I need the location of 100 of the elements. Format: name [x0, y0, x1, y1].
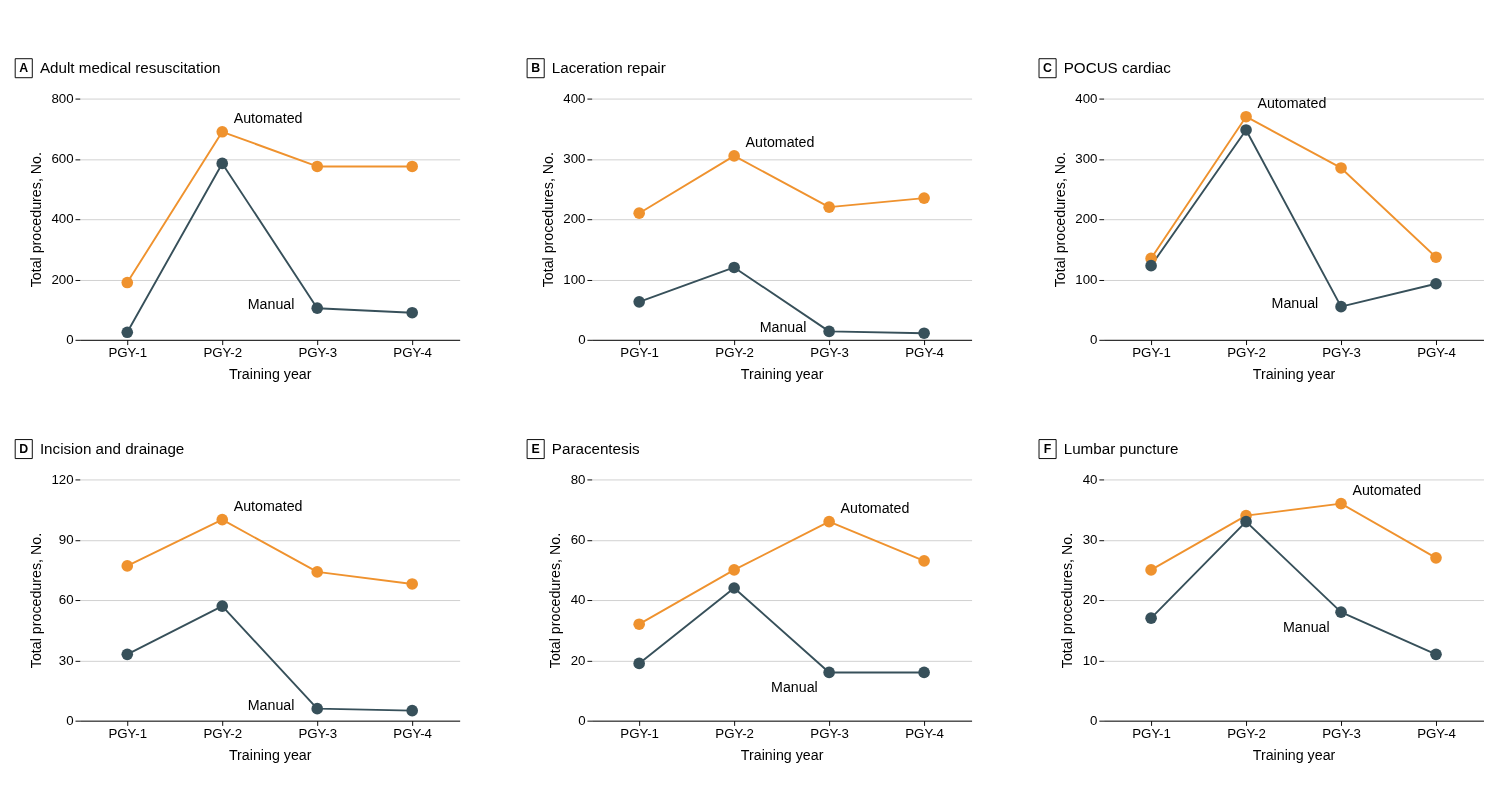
point	[1335, 497, 1347, 510]
point	[311, 702, 324, 715]
point	[918, 666, 930, 679]
series-label: Manual	[247, 296, 295, 313]
x-tick-label: PGY-3	[1322, 726, 1361, 742]
chart-title: Paracentesis	[551, 439, 640, 457]
point	[1145, 564, 1157, 576]
chart-title: POCUS cardiac	[1063, 58, 1172, 76]
x-tick-label: PGY-3	[298, 726, 338, 742]
y-tick-label: 80	[570, 471, 586, 487]
x-axis-title: Training year	[1252, 747, 1336, 764]
x-tick-label: PGY-1	[1132, 345, 1171, 361]
point	[406, 306, 419, 319]
y-tick-label: 10	[1082, 652, 1098, 668]
x-axis-title: Training year	[1252, 366, 1336, 383]
series-label: Automated	[1257, 95, 1327, 112]
point	[216, 600, 229, 612]
y-tick-label: 0	[1090, 332, 1098, 348]
series-label: Automated	[840, 500, 910, 517]
point	[823, 201, 835, 213]
point	[823, 325, 835, 338]
chart-title: Incision and drainage	[39, 439, 185, 457]
point	[1430, 648, 1442, 661]
x-tick-label: PGY-1	[108, 345, 148, 361]
series-label: Automated	[745, 134, 815, 151]
y-tick-label: 20	[570, 652, 586, 668]
y-tick-label: 400	[563, 90, 586, 106]
y-tick-label: 0	[578, 712, 586, 728]
y-tick-label: 40	[570, 592, 586, 608]
point	[216, 125, 229, 138]
series-label: Manual	[759, 319, 807, 336]
x-tick-label: PGY-1	[1132, 726, 1171, 742]
point	[633, 296, 645, 308]
point	[406, 704, 419, 717]
point	[1240, 124, 1252, 136]
series-label: Manual	[771, 679, 818, 696]
x-tick-label: PGY-3	[1322, 345, 1361, 361]
point	[1430, 251, 1442, 264]
text: B	[531, 61, 541, 76]
point	[1335, 300, 1347, 313]
x-axis-title: Training year	[228, 366, 312, 383]
y-tick-label: 60	[570, 532, 586, 548]
y-axis-title: Total procedures, No.	[1059, 532, 1076, 669]
y-axis-title: Total procedures, No.	[27, 152, 44, 288]
point	[823, 515, 835, 528]
point	[406, 160, 419, 173]
point	[121, 648, 134, 661]
x-tick-label: PGY-1	[620, 345, 659, 361]
x-tick-label: PGY-4	[393, 726, 432, 742]
x-axis-title: Training year	[740, 366, 824, 383]
y-tick-label: 0	[66, 332, 74, 348]
point	[918, 555, 930, 567]
y-tick-label: 0	[66, 712, 74, 728]
x-tick-label: PGY-2	[715, 345, 754, 361]
x-axis-title: Training year	[740, 747, 824, 764]
chart-title: Lumbar puncture	[1063, 439, 1179, 457]
point	[406, 578, 419, 590]
y-axis-title: Total procedures, No.	[547, 532, 564, 669]
x-tick-label: PGY-2	[203, 345, 243, 361]
point	[823, 666, 835, 679]
y-tick-label: 400	[1075, 90, 1098, 106]
y-tick-label: 90	[58, 532, 74, 548]
x-tick-label: PGY-2	[203, 726, 243, 742]
point	[216, 513, 229, 526]
series-label: Automated	[233, 110, 303, 127]
x-tick-label: PGY-2	[1227, 345, 1266, 361]
y-tick-label: 100	[1075, 271, 1098, 287]
x-tick-label: PGY-4	[393, 345, 432, 361]
point	[1240, 110, 1252, 123]
point	[918, 192, 930, 204]
x-tick-label: PGY-2	[1227, 726, 1266, 742]
point	[633, 618, 645, 630]
x-axis-title: Training year	[228, 747, 312, 764]
point	[728, 261, 740, 274]
y-tick-label: 300	[563, 151, 586, 167]
y-tick-label: 400	[51, 211, 74, 227]
y-tick-label: 300	[1075, 151, 1098, 167]
chart-title: Laceration repair	[551, 58, 666, 76]
point	[1240, 515, 1252, 528]
point	[1145, 612, 1157, 624]
chart-title: Adult medical resuscitation	[39, 58, 221, 76]
point	[633, 657, 645, 670]
point	[1335, 162, 1347, 174]
y-tick-label: 200	[563, 211, 586, 227]
x-tick-label: PGY-4	[1417, 345, 1456, 361]
text: A	[19, 61, 29, 76]
point	[1145, 259, 1157, 272]
point	[1335, 606, 1347, 618]
x-tick-label: PGY-4	[905, 726, 944, 742]
point	[216, 157, 229, 170]
x-tick-label: PGY-4	[1417, 726, 1456, 742]
point	[633, 207, 645, 219]
y-tick-label: 60	[58, 592, 74, 608]
x-tick-label: PGY-3	[810, 726, 849, 742]
series-label: Manual	[1282, 619, 1330, 636]
y-tick-label: 0	[1090, 712, 1098, 728]
point	[918, 327, 930, 340]
point	[728, 150, 740, 162]
y-tick-label: 30	[1082, 532, 1098, 548]
y-tick-label: 600	[51, 151, 74, 167]
